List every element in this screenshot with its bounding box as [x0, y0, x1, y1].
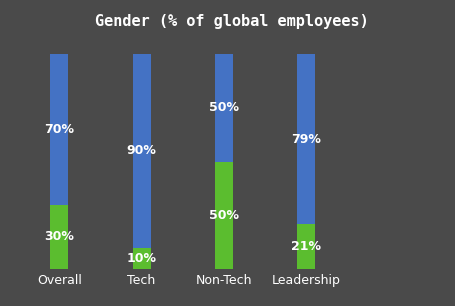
Text: 50%: 50%: [209, 101, 239, 114]
Text: 70%: 70%: [44, 123, 74, 136]
Text: 10%: 10%: [126, 252, 157, 265]
Text: 30%: 30%: [45, 230, 74, 244]
Text: 90%: 90%: [126, 144, 157, 157]
Text: 79%: 79%: [291, 132, 321, 146]
Bar: [132, 54, 151, 248]
Bar: [50, 205, 68, 269]
Text: 50%: 50%: [209, 209, 239, 222]
Bar: [50, 54, 68, 205]
Bar: [215, 54, 233, 162]
Bar: [297, 54, 315, 224]
Bar: [297, 224, 315, 269]
Text: 21%: 21%: [291, 240, 321, 253]
Bar: [132, 248, 151, 269]
Bar: [215, 162, 233, 269]
Title: Gender (% of global employees): Gender (% of global employees): [95, 13, 369, 28]
